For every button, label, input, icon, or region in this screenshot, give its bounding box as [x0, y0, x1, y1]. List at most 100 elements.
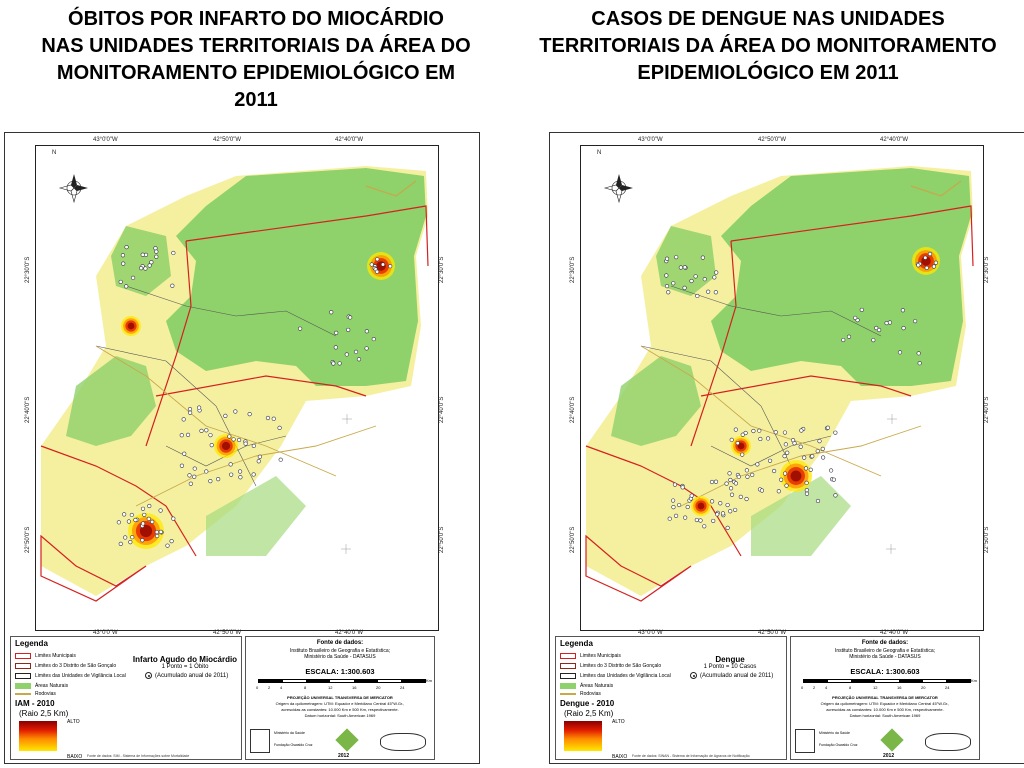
legend-item: Limites das Unidades de Vigilância Local	[15, 673, 126, 679]
event-point	[120, 253, 126, 258]
legend-label: Limites Municipais	[35, 653, 76, 659]
event-point	[243, 441, 248, 446]
event-point	[802, 455, 807, 460]
event-point	[208, 433, 213, 438]
legend-label: Limites do 3 Distrito de São Gonçalo	[580, 663, 662, 669]
event-point	[698, 518, 703, 523]
event-point	[671, 504, 676, 510]
coord-bottom: 43°0'0"W	[93, 630, 118, 636]
event-point	[664, 273, 669, 278]
compass-rose	[58, 174, 88, 204]
legend-swatch	[15, 663, 31, 669]
event-point	[133, 517, 138, 523]
municipal-boundary	[700, 375, 912, 397]
right-title-line: EPIDEMIOLÓGICO EM 2011	[637, 62, 899, 84]
event-point	[702, 524, 707, 529]
event-point	[900, 308, 906, 313]
projection-line: Origem da quilometragem: UTM: Equador e …	[820, 701, 950, 706]
map-info-box: Fonte de dados: Instituto Brasileiro de …	[790, 636, 980, 760]
event-point	[237, 469, 243, 474]
event-point	[887, 320, 893, 325]
municipal-boundary	[145, 240, 192, 447]
scale-unit: Km	[426, 678, 432, 683]
projection-line: acrescidas as constantes: 10.000 Km e 50…	[826, 707, 944, 712]
event-point	[803, 466, 809, 471]
scale-tick: 20	[376, 685, 381, 690]
kernel-hotspots	[691, 247, 940, 516]
coord-side: 22°50'0"S	[439, 526, 445, 553]
coord-bottom: 42°40'0"W	[880, 630, 909, 636]
event-point	[667, 516, 672, 521]
event-point	[147, 263, 152, 268]
legend-swatch	[560, 663, 576, 669]
event-point	[695, 293, 700, 299]
ramp-high-label: ALTO	[612, 719, 625, 725]
event-point	[700, 255, 705, 260]
event-point	[924, 265, 929, 271]
event-point	[804, 488, 809, 493]
legend-title: Legenda	[15, 639, 48, 648]
coord-side: 22°30'0"S	[25, 256, 31, 283]
event-point	[758, 436, 763, 442]
coord-bottom: 42°50'0"W	[758, 630, 787, 636]
event-point	[798, 444, 803, 449]
kernel-hotspots	[121, 252, 395, 549]
event-point	[740, 432, 745, 437]
institution-logos: Ministério da Saúde Fundação Oswaldo Cru…	[795, 727, 975, 759]
event-point	[331, 361, 336, 366]
event-point	[348, 315, 353, 320]
unit-boundary	[640, 345, 802, 487]
scale-tick: 16	[897, 685, 902, 690]
point-symbol-icon	[145, 672, 152, 679]
event-point	[147, 503, 152, 509]
event-point	[123, 535, 128, 540]
coord-side: 22°30'0"S	[570, 256, 576, 283]
source-line: Ministério da Saúde - DATASUS	[849, 654, 921, 660]
scale-tick: 20	[921, 685, 926, 690]
event-point	[118, 541, 123, 547]
event-point	[271, 416, 276, 421]
event-point	[229, 472, 234, 477]
natural-areas	[656, 226, 716, 296]
event-point	[192, 474, 197, 479]
unit-boundary	[95, 345, 257, 487]
event-point	[750, 472, 755, 477]
legend-variable: Dengue	[715, 655, 745, 664]
event-point	[815, 449, 820, 454]
event-point	[804, 480, 809, 485]
legend-label: Limites do 3 Distrito de São Gonçalo	[35, 663, 117, 669]
event-point	[853, 315, 858, 321]
map-canvas	[40, 166, 429, 602]
event-point	[188, 481, 193, 486]
map-legend: Legenda Limites Municipais Limites do 3 …	[10, 636, 242, 760]
event-point	[346, 327, 351, 333]
right-map-panel: N 43°0'0"W 42°50'0"W 42°40'0"W 43°0'0"W …	[549, 132, 1024, 764]
map-frame: N	[580, 145, 984, 631]
hotspot-ring	[139, 524, 153, 538]
event-point	[185, 432, 191, 437]
event-point	[820, 446, 825, 452]
event-point	[126, 519, 132, 524]
event-point	[876, 327, 882, 333]
event-point	[744, 496, 749, 502]
municipal-boundary	[730, 205, 974, 267]
event-point	[913, 319, 918, 324]
hotspot-ring	[221, 441, 231, 451]
legend-unit: 1 Ponto = 10 Casos	[703, 664, 757, 670]
event-point	[831, 477, 836, 482]
event-point	[179, 433, 184, 438]
event-point	[751, 428, 756, 434]
map-canvas	[585, 166, 974, 602]
event-point	[725, 525, 730, 530]
event-point	[130, 535, 135, 540]
legend-item: Limites das Unidades de Vigilância Local	[560, 673, 671, 679]
natural-areas	[611, 356, 701, 446]
event-point	[149, 260, 154, 265]
event-point	[815, 498, 821, 504]
event-point	[375, 269, 380, 274]
event-points	[116, 245, 393, 548]
scale-tick: 8	[849, 685, 852, 690]
hotspot-ring	[790, 470, 802, 482]
natural-areas	[166, 168, 426, 386]
event-point	[674, 255, 679, 260]
